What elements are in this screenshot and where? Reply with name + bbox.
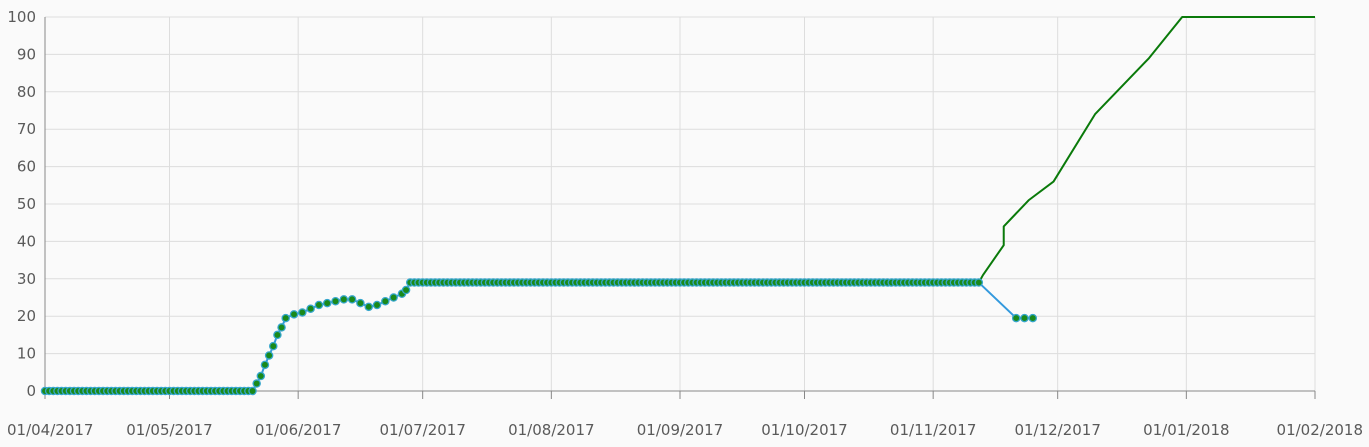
data-point <box>1020 313 1029 323</box>
y-tick-label: 40 <box>17 232 36 250</box>
grid-layer <box>44 16 1316 392</box>
data-point <box>298 308 307 317</box>
y-tick-label: 70 <box>17 120 36 138</box>
data-point <box>314 300 324 310</box>
y-tick-label: 0 <box>26 382 36 400</box>
y-tick-label: 20 <box>17 307 36 325</box>
y-tick-label: 50 <box>17 195 36 213</box>
data-point <box>252 379 261 388</box>
y-tick-label: 80 <box>17 83 36 101</box>
series-line-projection <box>977 16 1315 284</box>
data-point <box>1028 313 1038 323</box>
data-point <box>281 313 290 323</box>
y-tick-label: 60 <box>17 158 36 176</box>
x-tick-label: 01/01/2018 <box>1143 421 1229 439</box>
data-point <box>401 285 411 295</box>
data-point <box>273 330 282 340</box>
data-point <box>306 304 315 313</box>
x-tick-label: 01/04/2017 <box>7 421 93 439</box>
data-point <box>974 278 984 287</box>
data-point <box>277 323 286 332</box>
y-tick-label: 100 <box>7 8 36 26</box>
x-tick-label: 01/12/2017 <box>1014 421 1100 439</box>
data-point <box>356 298 365 308</box>
x-tick-label: 01/02/2018 <box>1277 421 1363 439</box>
data-point <box>269 341 278 351</box>
data-point <box>339 295 349 304</box>
x-tick-label: 01/05/2017 <box>126 421 212 439</box>
data-point <box>372 300 382 310</box>
x-tick-label: 01/10/2017 <box>761 421 847 439</box>
data-point <box>364 302 373 312</box>
data-point <box>248 386 257 396</box>
x-tick-label: 01/08/2017 <box>508 421 594 439</box>
data-point <box>1011 313 1021 323</box>
tick-labels-layer: 0 10 20 30 40 50 60 70 80 90 100 01/04/2017 01/05/20… <box>7 8 1363 439</box>
data-point <box>347 295 357 304</box>
x-tick-label: 01/07/2017 <box>379 421 465 439</box>
y-tick-label: 30 <box>17 270 36 288</box>
series-layer <box>40 16 1315 396</box>
data-point <box>289 310 299 319</box>
y-tick-label: 90 <box>17 45 36 63</box>
x-tick-label: 01/11/2017 <box>890 421 976 439</box>
data-point <box>260 360 270 370</box>
x-tick-label: 01/09/2017 <box>637 421 723 439</box>
data-point <box>256 371 266 381</box>
data-point <box>331 296 340 306</box>
data-point <box>381 296 390 306</box>
data-point <box>264 351 274 360</box>
data-point <box>389 293 398 302</box>
data-point <box>322 298 332 308</box>
x-tick-label: 01/06/2017 <box>255 421 341 439</box>
y-tick-label: 10 <box>17 345 36 363</box>
series-line-actual <box>45 281 1033 392</box>
